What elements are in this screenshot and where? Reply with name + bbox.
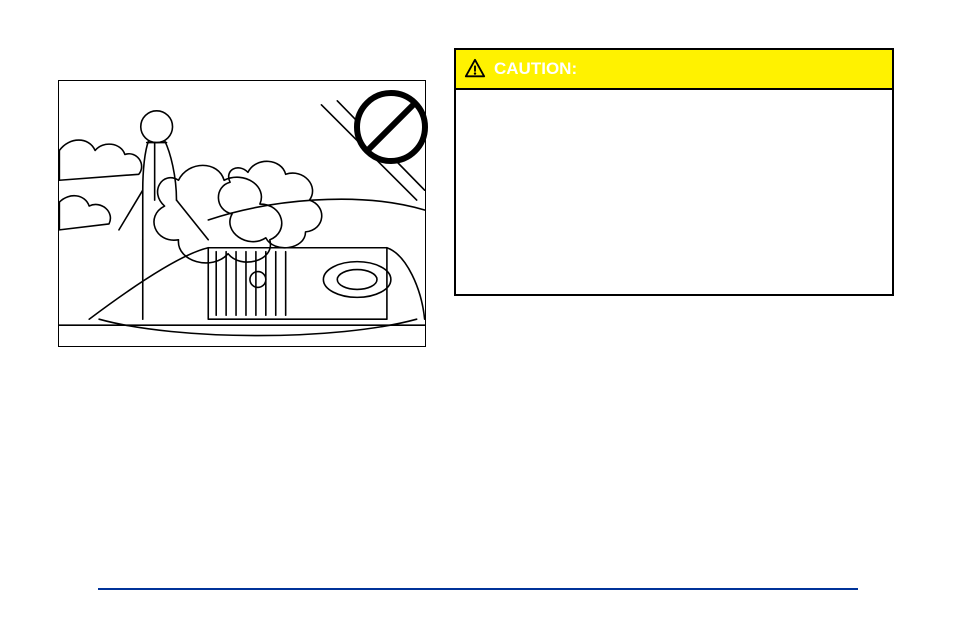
page-root: If you no longer have the overheat warni… (0, 0, 954, 636)
page-number: 5-28 (98, 600, 126, 616)
caution-body: An electric engine cooling fan under the… (456, 90, 892, 294)
notice-label: Notice: (454, 433, 505, 450)
prohibition-symbol (351, 87, 431, 167)
caution-title: CAUTION: (494, 59, 577, 79)
steam-hood-illustration (58, 80, 426, 347)
caution-header: CAUTION: (456, 50, 892, 90)
footer-rule (98, 588, 858, 590)
caution-box: CAUTION: An electric engine cooling fan … (454, 48, 894, 296)
caution-paragraph: If there is no sign of steam, you may id… (466, 189, 882, 270)
caution-paragraph: An electric engine cooling fan under the… (466, 98, 882, 179)
notice-text: If you now see or hear steam coming from… (454, 433, 885, 531)
left-body-text: If you no longer have the overheat warni… (58, 355, 428, 477)
warning-triangle-icon (464, 58, 486, 80)
notice-block: Notice: If you now see or hear steam com… (454, 432, 894, 533)
left-column: If you no longer have the overheat warni… (58, 80, 428, 477)
